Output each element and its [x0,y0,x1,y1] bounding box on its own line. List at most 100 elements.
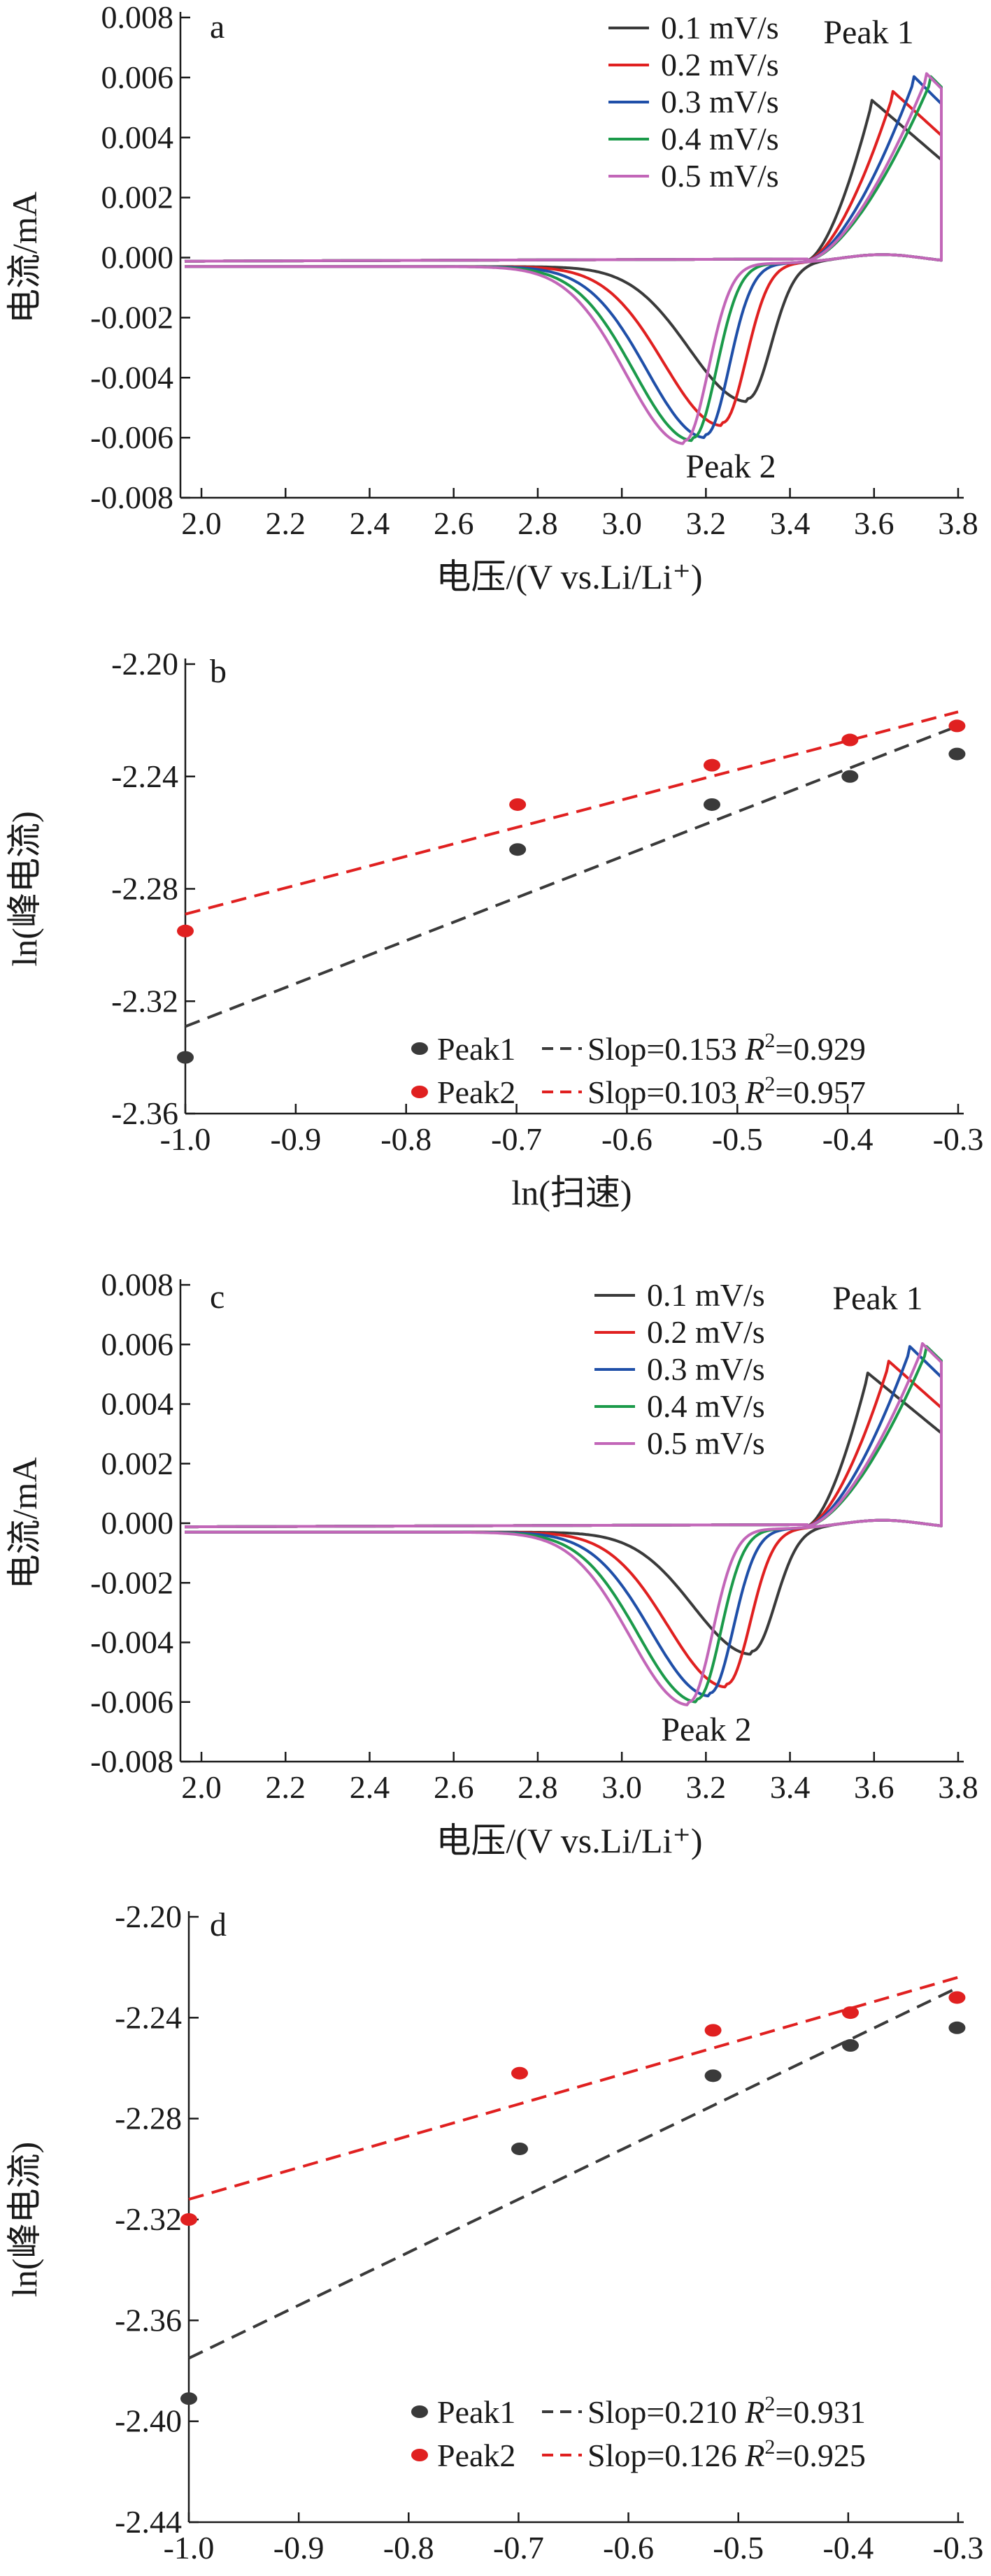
x-tick-label: -0.6 [601,1121,653,1157]
y-tick-label: -2.20 [111,646,178,682]
y-tick-label: -0.006 [90,419,173,455]
y-tick-label: -2.36 [115,2302,182,2338]
data-point-1 [704,2024,722,2037]
data-point-0 [704,2069,722,2082]
x-tick-label: -0.4 [822,1121,874,1157]
data-point-0 [703,798,720,811]
legend-fit-part: =0.957 [775,1074,865,1110]
x-tick-label: 2.4 [350,505,390,541]
x-tick-label: -0.9 [273,2530,325,2566]
panel-letter: d [210,1906,227,1943]
x-tick-label: 2.4 [350,1769,390,1805]
legend-label: 0.4 mV/s [647,1388,765,1424]
legend-fit-part: R [744,2394,764,2430]
data-point-0 [842,2039,859,2052]
x-tick-label: 2.0 [181,1769,222,1805]
legend-marker [411,1086,428,1098]
x-tick-label: -0.4 [822,2530,874,2566]
fit-line-1 [188,1976,959,2201]
data-point-1 [509,798,527,811]
y-tick-label: -0.004 [90,359,173,395]
legend-fit-part: R [744,1031,764,1067]
y-tick-label: -2.28 [115,2101,182,2136]
y-tick-label: 0.008 [101,1267,174,1302]
data-point-1 [948,719,966,733]
x-tick-label: -0.3 [933,2530,984,2566]
y-axis-title: 电流/mA [5,192,44,324]
legend-label: 0.2 mV/s [647,1314,765,1350]
x-tick-label: 2.8 [518,505,558,541]
x-tick-label: -0.8 [380,1121,432,1157]
chart-panel-c: 0.008 0.006 0.004 0.002 0.000 -0.002 -0.004 -0.… [5,1267,978,1860]
x-tick-label: 3.4 [770,1769,811,1805]
legend-label: 0.2 mV/s [661,47,779,82]
peak-1-label: Peak 1 [823,14,913,51]
x-tick-label: 3.2 [686,1769,727,1805]
x-tick-label: -0.7 [493,2530,544,2566]
legend-series-name: Peak2 [437,2438,515,2473]
x-tick-label: -1.0 [164,2530,215,2566]
data-point-1 [703,758,720,772]
legend-fit-part: Slop=0.153 [587,1031,745,1067]
y-tick-label: 0.004 [101,120,174,155]
data-point-1 [511,2066,528,2080]
y-axis-title: ln(峰电流) [5,811,44,966]
y-tick-label: -2.24 [115,1999,182,2035]
y-tick-label: -0.006 [90,1684,173,1720]
data-point-1 [180,2213,197,2226]
legend-marker [411,2405,428,2418]
y-tick-label: 0.002 [101,180,174,215]
legend-fit-text: Slop=0.153 R2=0.929 [587,1029,866,1067]
data-point-1 [177,924,194,937]
y-tick-label: -2.32 [115,2201,182,2237]
x-tick-label: 3.6 [854,1769,894,1805]
data-point-0 [511,2142,528,2155]
x-tick-label: -0.8 [383,2530,434,2566]
y-tick-label: 0.006 [101,1326,174,1362]
data-point-0 [509,843,527,856]
legend-fit-part: =0.931 [775,2394,865,2430]
legend-fit-part: Slop=0.103 [587,1074,745,1110]
x-tick-label: 2.0 [181,505,222,541]
data-point-0 [948,747,966,761]
legend-label: 0.4 mV/s [661,121,779,157]
data-point-0 [180,2392,197,2405]
legend-label: 0.3 mV/s [647,1351,765,1387]
y-tick-label: -2.36 [111,1095,178,1131]
y-tick-label: 0.000 [101,240,174,275]
legend-fit-part: Slop=0.210 [587,2394,745,2430]
y-tick-label: -2.20 [115,1899,182,1934]
legend-fit-part: 2 [764,1029,775,1052]
x-tick-label: 3.6 [854,505,894,541]
legend-fit-text: Slop=0.126 R2=0.925 [587,2435,866,2473]
legend-fit-part: R [744,2438,764,2473]
legend-fit-part: 2 [764,1072,775,1095]
cv-curve-2 [185,1345,943,1698]
y-tick-label: -0.008 [90,480,173,515]
y-tick-label: 0.002 [101,1446,174,1481]
x-tick-label: 3.0 [601,505,642,541]
y-axis-title: 电流/mA [5,1458,44,1590]
legend-fit-part: 2 [764,2435,775,2459]
data-point-0 [948,2021,966,2034]
legend-fit-part: 2 [764,2392,775,2415]
panel-letter: b [210,653,227,690]
x-tick-label: 2.2 [266,1769,306,1805]
legend-fit-part: R [744,1074,764,1110]
data-point-1 [948,1991,966,2004]
fit-line-0 [185,724,959,1028]
legend-series-name: Peak1 [437,2394,515,2430]
x-axis-title: ln(扫速) [511,1173,632,1212]
legend-label: 0.1 mV/s [661,10,779,45]
legend-series-name: Peak1 [437,1031,515,1067]
y-tick-label: -2.44 [115,2504,182,2540]
y-tick-label: -2.40 [115,2403,182,2439]
x-tick-label: 2.6 [434,1769,474,1805]
y-tick-label: 0.000 [101,1505,174,1541]
data-point-1 [842,2006,859,2020]
y-tick-label: 0.004 [101,1386,174,1422]
y-tick-label: -2.32 [111,983,178,1019]
x-tick-label: -0.6 [603,2530,654,2566]
panel-letter: c [210,1279,224,1316]
